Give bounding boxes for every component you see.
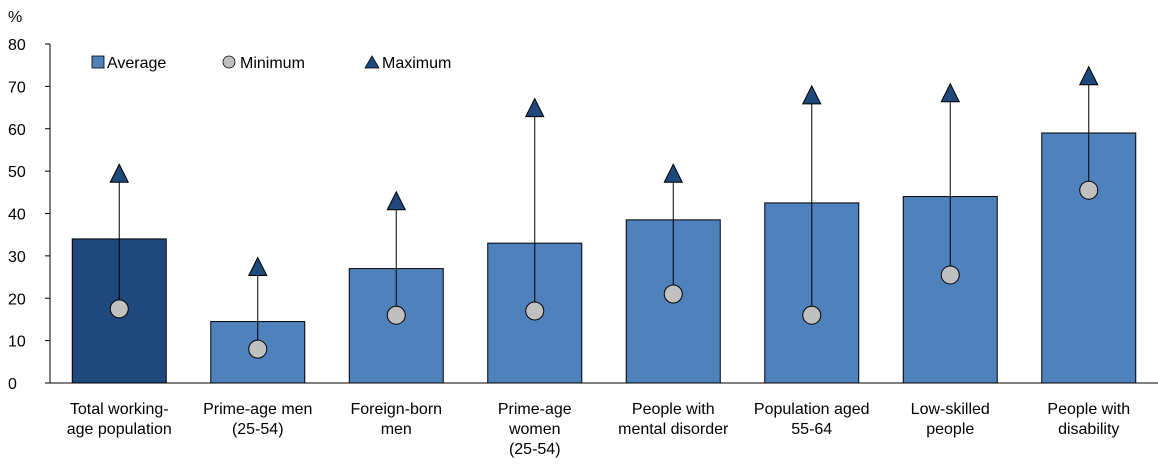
minimum-marker xyxy=(248,339,268,359)
y-tick-label: 10 xyxy=(8,334,26,351)
legend: Average Minimum Maximum xyxy=(91,55,451,72)
x-category-label: men xyxy=(381,421,412,438)
x-category-label: Low-skilled xyxy=(911,401,990,418)
x-category-label: Foreign-born xyxy=(350,401,442,418)
maximum-marker xyxy=(524,97,545,118)
legend-maximum-label: Maximum xyxy=(382,55,451,72)
y-tick-label: 40 xyxy=(8,207,26,224)
legend-average-swatch xyxy=(91,55,105,69)
y-tick-label: 70 xyxy=(8,79,26,96)
minimum-marker xyxy=(386,305,406,325)
maximum-marker xyxy=(386,190,407,211)
minimum-marker xyxy=(940,265,960,285)
x-category-label: age population xyxy=(67,421,172,438)
x-category-label: 55-64 xyxy=(791,421,832,438)
legend-minimum-marker xyxy=(222,55,236,69)
minimum-marker xyxy=(1079,180,1099,200)
y-tick-label: 0 xyxy=(8,376,17,393)
y-tick-label: 60 xyxy=(8,122,26,139)
x-category-label: People with xyxy=(632,401,715,418)
x-category-label: people xyxy=(926,421,974,438)
maximum-marker xyxy=(801,84,822,105)
x-category-label: mental disorder xyxy=(618,421,729,438)
maximum-marker xyxy=(247,256,268,276)
x-labels: Total working-age population Prime-age me… xyxy=(67,401,1130,458)
maximum-marker xyxy=(663,163,684,183)
whiskers xyxy=(118,75,1090,350)
x-category-label: People with xyxy=(1047,401,1130,418)
minimum-marker xyxy=(109,299,129,319)
minimum-marker xyxy=(525,301,545,321)
maximum-marker xyxy=(1078,65,1099,86)
maximum-marker xyxy=(109,163,130,183)
maximum-marker xyxy=(940,82,961,103)
x-category-label: Prime-age men xyxy=(203,401,312,418)
legend-minimum-label: Minimum xyxy=(240,55,305,72)
minimum-marker xyxy=(802,305,822,325)
x-category-label: Population aged xyxy=(754,401,870,418)
x-category-label: (25-54) xyxy=(509,441,561,458)
markers xyxy=(109,65,1099,359)
legend-average-label: Average xyxy=(107,55,166,72)
y-tick-label: 30 xyxy=(8,249,26,266)
x-category-label: Total working- xyxy=(70,401,169,418)
y-tick-label: 80 xyxy=(8,37,26,54)
y-unit-label: % xyxy=(8,9,22,26)
legend-maximum-marker xyxy=(364,55,380,69)
y-tick-label: 50 xyxy=(8,164,26,181)
y-tick-label: 20 xyxy=(8,291,26,308)
x-category-label: disability xyxy=(1058,421,1119,438)
minimum-marker xyxy=(663,284,683,304)
x-category-label: (25-54) xyxy=(232,421,284,438)
x-category-label: Prime-age xyxy=(498,401,572,418)
x-category-label: women xyxy=(508,421,561,438)
bars xyxy=(71,132,1137,384)
